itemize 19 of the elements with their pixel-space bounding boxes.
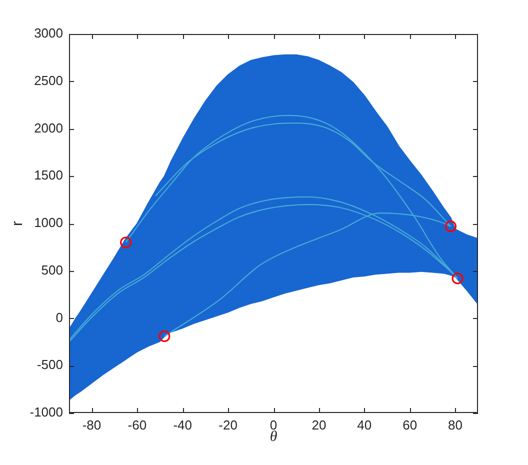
x-tick-label: 80: [448, 417, 463, 432]
y-tick-label: -500: [36, 357, 63, 372]
y-tick-label: 1500: [34, 168, 63, 183]
x-tick-label: -60: [128, 417, 147, 432]
x-tick-label: 20: [312, 417, 326, 432]
x-tick-label: 60: [402, 417, 418, 432]
x-tick-label: -80: [82, 417, 102, 432]
y-tick-label: 500: [41, 262, 63, 278]
y-axis-title: r: [9, 221, 26, 226]
x-tick-label: -20: [218, 417, 238, 432]
y-tick-label: 0: [56, 310, 63, 325]
y-tick-label: 3000: [34, 26, 63, 41]
x-axis-title: θ: [270, 428, 278, 445]
y-tick-label: -1000: [30, 404, 63, 420]
y-tick-label: 1000: [34, 215, 63, 230]
x-tick-label: -40: [173, 417, 192, 432]
y-tick-label: 2500: [34, 72, 63, 88]
y-tick-label: 2000: [34, 120, 63, 136]
x-tick-label: 40: [357, 417, 372, 432]
